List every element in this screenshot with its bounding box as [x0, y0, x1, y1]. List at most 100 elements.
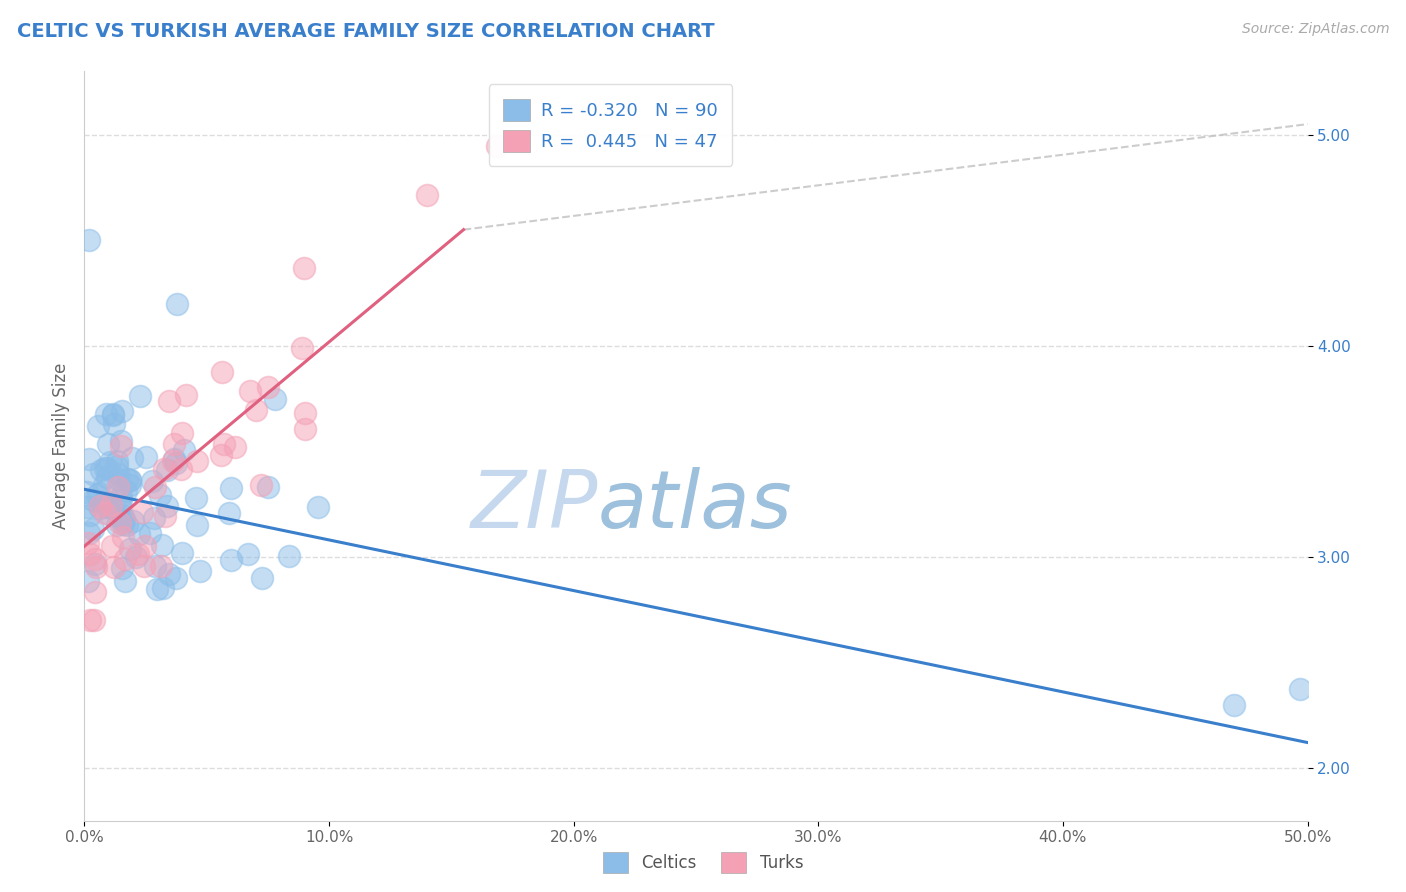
- Point: [82, 467, 104, 481]
- Point: [115, 518, 138, 533]
- Text: atlas: atlas: [598, 467, 793, 545]
- Point: [125, 550, 148, 565]
- Point: [118, 541, 141, 556]
- Point: [184, 491, 207, 506]
- Point: [76, 485, 98, 500]
- Point: [485, 138, 508, 153]
- Legend: Celtics, Turks: Celtics, Turks: [596, 846, 810, 880]
- Point: [170, 462, 193, 476]
- Point: [77, 233, 100, 247]
- Point: [82, 522, 104, 536]
- Point: [79, 508, 101, 522]
- Point: [141, 474, 163, 488]
- Point: [153, 508, 176, 523]
- Point: [110, 489, 132, 503]
- Point: [83, 613, 105, 627]
- Point: [76, 500, 98, 514]
- Point: [86, 488, 108, 502]
- Point: [101, 540, 124, 554]
- Point: [163, 451, 186, 466]
- Point: [146, 582, 169, 597]
- Point: [166, 571, 188, 585]
- Point: [118, 478, 141, 492]
- Point: [142, 510, 165, 524]
- Point: [111, 516, 134, 531]
- Point: [170, 545, 193, 559]
- Point: [211, 365, 233, 379]
- Point: [131, 505, 153, 519]
- Point: [153, 462, 176, 476]
- Point: [245, 403, 267, 417]
- Point: [294, 422, 316, 436]
- Point: [112, 529, 135, 543]
- Point: [149, 559, 172, 574]
- Point: [292, 260, 315, 275]
- Point: [103, 560, 125, 574]
- Point: [101, 409, 124, 423]
- Point: [105, 459, 128, 474]
- Point: [89, 499, 111, 513]
- Point: [218, 506, 240, 520]
- Point: [111, 403, 134, 417]
- Point: [1289, 682, 1312, 697]
- Point: [118, 474, 141, 488]
- Point: [307, 500, 329, 515]
- Point: [79, 548, 101, 562]
- Point: [118, 473, 141, 487]
- Point: [96, 407, 118, 421]
- Point: [122, 514, 145, 528]
- Point: [156, 463, 179, 477]
- Point: [96, 500, 118, 514]
- Legend: R = -0.320   N = 90, R =  0.445   N = 47: R = -0.320 N = 90, R = 0.445 N = 47: [488, 84, 733, 166]
- Point: [121, 450, 143, 465]
- Point: [111, 561, 134, 575]
- Point: [94, 461, 117, 475]
- Point: [186, 518, 208, 533]
- Point: [97, 436, 120, 450]
- Point: [110, 439, 132, 453]
- Point: [112, 514, 135, 528]
- Point: [170, 426, 193, 441]
- Point: [224, 440, 246, 454]
- Point: [150, 538, 173, 552]
- Point: [86, 560, 108, 574]
- Point: [77, 452, 100, 467]
- Point: [114, 483, 136, 498]
- Point: [165, 456, 187, 470]
- Point: [96, 469, 118, 483]
- Y-axis label: Average Family Size: Average Family Size: [52, 363, 70, 529]
- Point: [294, 405, 316, 419]
- Point: [149, 488, 172, 502]
- Text: CELTIC VS TURKISH AVERAGE FAMILY SIZE CORRELATION CHART: CELTIC VS TURKISH AVERAGE FAMILY SIZE CO…: [17, 22, 714, 41]
- Point: [135, 450, 157, 465]
- Point: [162, 436, 184, 450]
- Point: [143, 558, 166, 573]
- Point: [221, 481, 243, 495]
- Point: [110, 516, 132, 531]
- Point: [111, 508, 134, 523]
- Point: [105, 517, 128, 532]
- Point: [162, 454, 184, 468]
- Point: [416, 187, 439, 202]
- Point: [157, 393, 180, 408]
- Point: [108, 499, 131, 513]
- Point: [105, 454, 128, 468]
- Point: [256, 480, 278, 494]
- Point: [101, 407, 124, 421]
- Point: [110, 434, 132, 448]
- Point: [101, 501, 124, 516]
- Point: [87, 486, 110, 500]
- Point: [100, 508, 122, 522]
- Point: [134, 539, 156, 553]
- Text: ZIP: ZIP: [471, 467, 598, 545]
- Point: [257, 380, 280, 394]
- Point: [263, 392, 285, 406]
- Point: [127, 548, 149, 562]
- Point: [93, 478, 115, 492]
- Point: [214, 437, 236, 451]
- Point: [90, 462, 112, 476]
- Point: [291, 341, 314, 355]
- Point: [278, 549, 301, 564]
- Point: [173, 442, 195, 457]
- Point: [100, 498, 122, 512]
